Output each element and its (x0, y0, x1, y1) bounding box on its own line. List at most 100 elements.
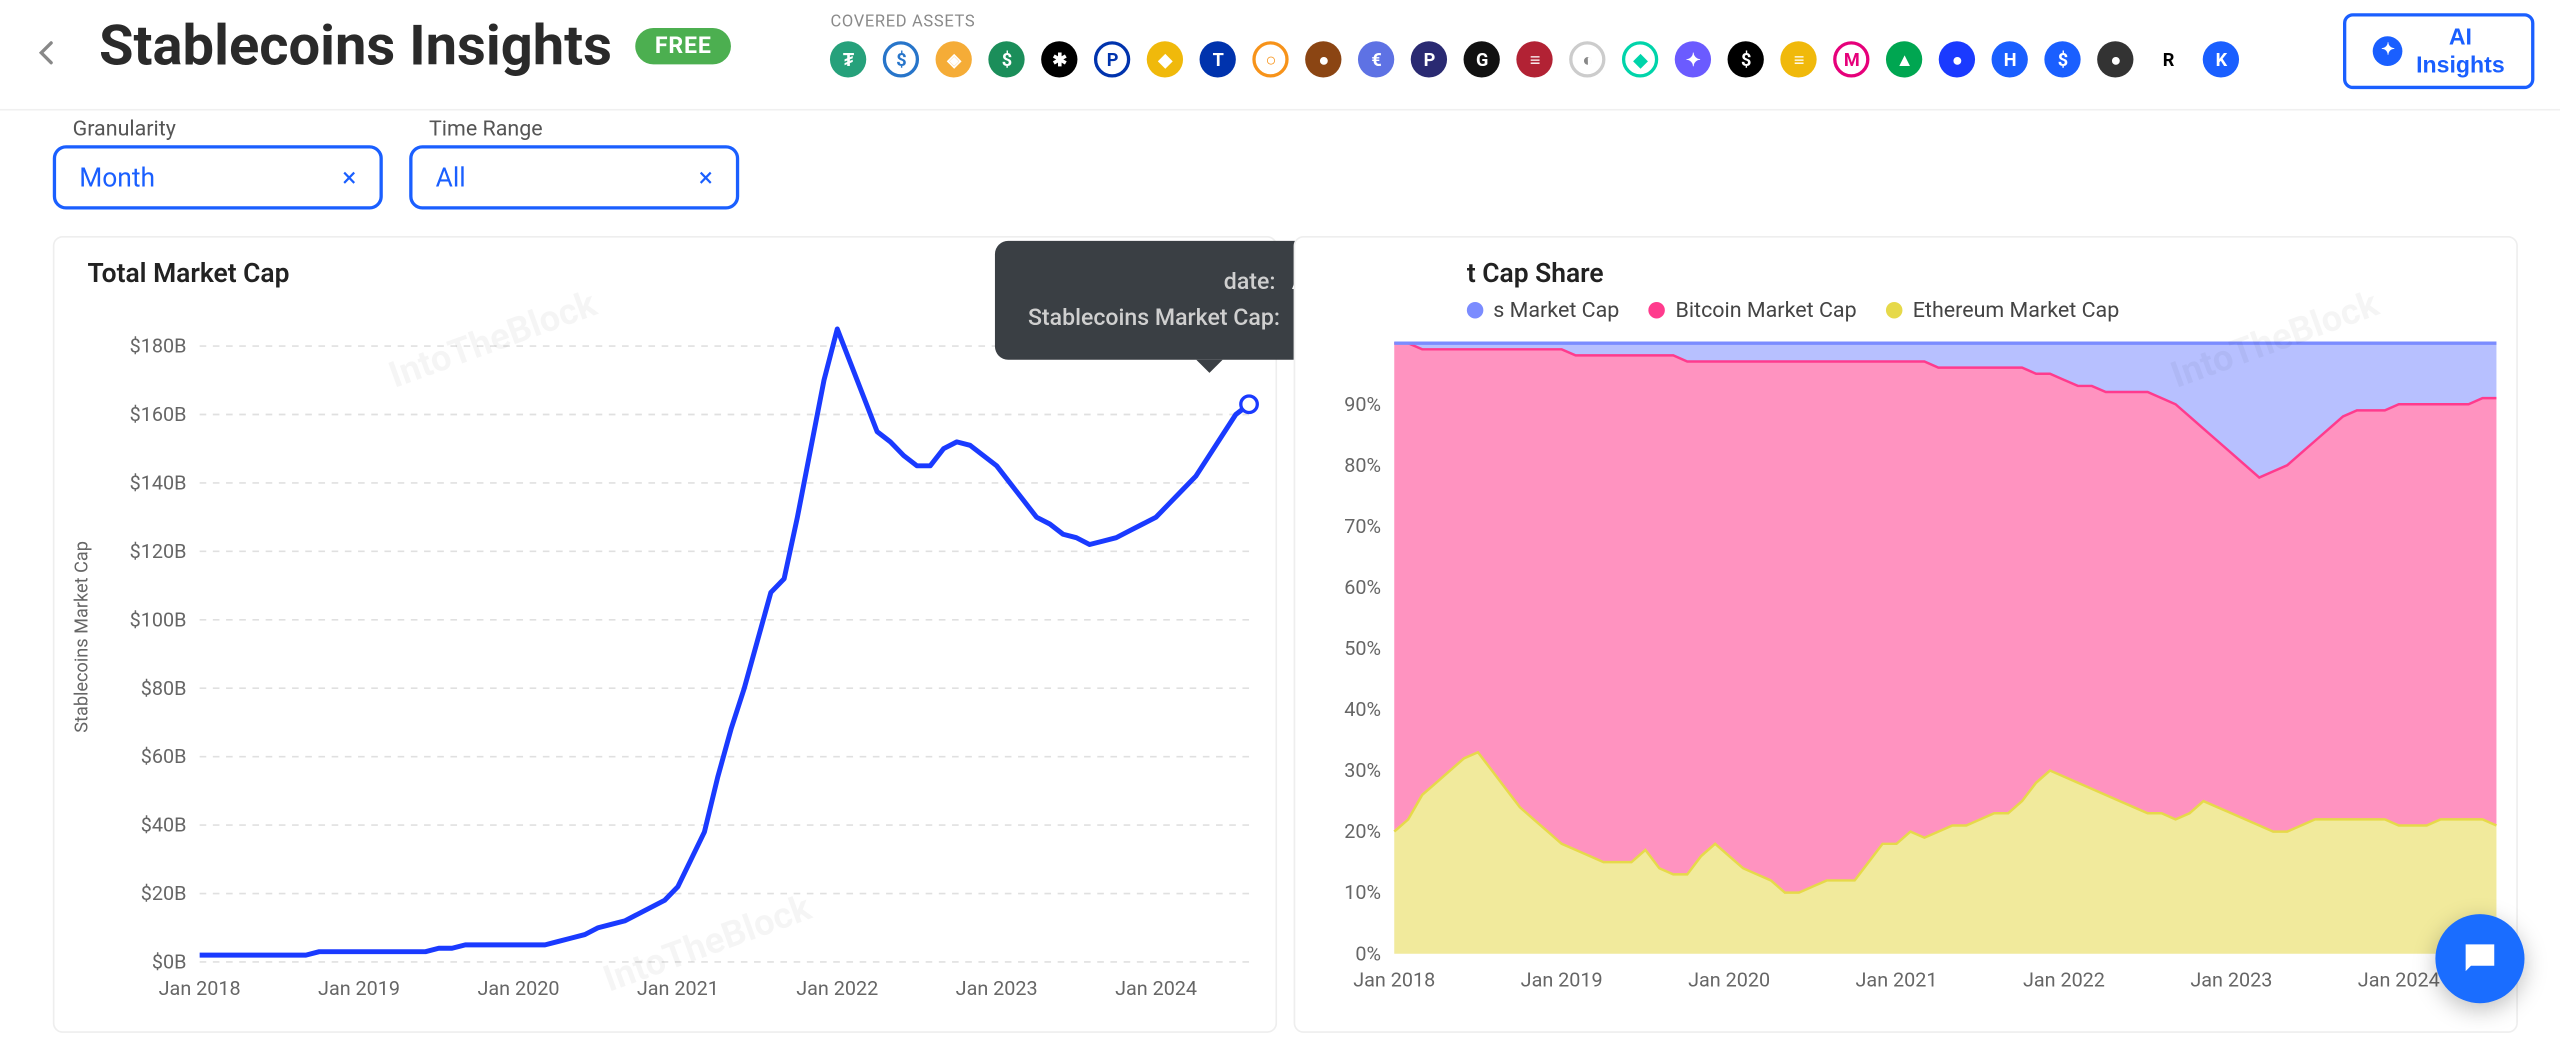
asset-icon[interactable]: ● (1306, 41, 1342, 77)
covered-assets: COVERED ASSETS ₮$◈$✱P◆T○●€PG≡◐◆✦$≡M▲●H$●… (830, 13, 2310, 77)
svg-text:20%: 20% (1344, 820, 1381, 843)
asset-icon[interactable]: R (2150, 41, 2186, 77)
svg-text:Jan 2023: Jan 2023 (2190, 968, 2272, 991)
asset-icon[interactable]: € (1358, 41, 1394, 77)
asset-icon[interactable]: K (2203, 41, 2239, 77)
svg-text:$40B: $40B (141, 813, 187, 836)
asset-icon[interactable]: ≡ (1517, 41, 1553, 77)
svg-text:40%: 40% (1344, 697, 1381, 720)
ai-button-line1: AI (2449, 23, 2472, 51)
asset-icon[interactable]: ◆ (1147, 41, 1183, 77)
timerange-value: All (436, 161, 466, 192)
chart-legend: s Market Cap Bitcoin Market Cap Ethereum M… (1467, 298, 2510, 323)
svg-text:30%: 30% (1344, 758, 1381, 781)
legend-dot (1649, 302, 1666, 319)
svg-text:Jan 2018: Jan 2018 (1353, 968, 1435, 991)
asset-icon[interactable]: ≡ (1781, 41, 1817, 77)
asset-icon[interactable]: $ (883, 41, 919, 77)
asset-icon[interactable]: ● (1939, 41, 1975, 77)
legend-label: Bitcoin Market Cap (1675, 298, 1856, 323)
legend-dot (1467, 302, 1484, 319)
ai-icon: ✦ (2373, 36, 2403, 66)
timerange-label: Time Range (429, 116, 739, 141)
legend-item[interactable]: Bitcoin Market Cap (1649, 298, 1857, 323)
filter-row: Granularity Month × Time Range All × (0, 110, 2560, 235)
legend-dot (1886, 302, 1903, 319)
asset-icon[interactable]: ◆ (1622, 41, 1658, 77)
granularity-value: Month (79, 161, 155, 192)
tooltip-date-label: date: (1028, 263, 1276, 300)
svg-text:Jan 2018: Jan 2018 (159, 976, 241, 999)
back-button[interactable] (26, 33, 66, 73)
svg-text:70%: 70% (1344, 514, 1381, 537)
legend-label: s Market Cap (1493, 298, 1619, 323)
asset-icon-row: ₮$◈$✱P◆T○●€PG≡◐◆✦$≡M▲●H$●RK (830, 41, 2310, 77)
asset-icon[interactable]: H (1992, 41, 2028, 77)
asset-icon[interactable]: $ (1728, 41, 1764, 77)
asset-icon[interactable]: M (1834, 41, 1870, 77)
svg-text:Jan 2022: Jan 2022 (796, 976, 878, 999)
page-title: Stablecoins Insights (99, 13, 612, 79)
granularity-filter: Granularity Month × (53, 116, 383, 208)
granularity-clear-icon[interactable]: × (342, 161, 356, 192)
asset-icon[interactable]: ● (2098, 41, 2134, 77)
svg-text:Jan 2020: Jan 2020 (477, 976, 559, 999)
asset-icon[interactable]: $ (989, 41, 1025, 77)
granularity-select[interactable]: Month × (53, 145, 383, 209)
svg-text:$140B: $140B (130, 471, 187, 494)
asset-icon[interactable]: ◈ (936, 41, 972, 77)
asset-icon[interactable]: ▲ (1886, 41, 1922, 77)
asset-icon[interactable]: P (1094, 41, 1130, 77)
asset-icon[interactable]: ○ (1253, 41, 1289, 77)
legend-item[interactable]: Ethereum Market Cap (1886, 298, 2119, 323)
covered-assets-label: COVERED ASSETS (830, 13, 2310, 31)
svg-text:$100B: $100B (130, 608, 187, 631)
timerange-filter: Time Range All × (409, 116, 739, 208)
chat-button[interactable] (2435, 914, 2524, 1003)
asset-icon[interactable]: $ (2045, 41, 2081, 77)
asset-icon[interactable]: T (1200, 41, 1236, 77)
svg-text:Jan 2024: Jan 2024 (2358, 968, 2440, 991)
granularity-label: Granularity (73, 116, 383, 141)
tooltip-cap-label: Stablecoins Market Cap: (1028, 300, 1280, 337)
svg-text:Jan 2019: Jan 2019 (1521, 968, 1603, 991)
svg-text:Jan 2023: Jan 2023 (956, 976, 1038, 999)
ai-insights-button[interactable]: ✦ AI Insights (2344, 13, 2535, 88)
chevron-left-icon (38, 40, 55, 66)
asset-icon[interactable]: ₮ (830, 41, 866, 77)
svg-text:Jan 2024: Jan 2024 (1115, 976, 1197, 999)
asset-icon[interactable]: P (1411, 41, 1447, 77)
svg-text:Stablecoins Market Cap: Stablecoins Market Cap (71, 540, 92, 732)
svg-text:50%: 50% (1344, 636, 1381, 659)
asset-icon[interactable]: ✱ (1042, 41, 1078, 77)
svg-text:Jan 2022: Jan 2022 (2023, 968, 2105, 991)
asset-icon[interactable]: G (1464, 41, 1500, 77)
svg-text:Jan 2019: Jan 2019 (318, 976, 400, 999)
svg-text:$120B: $120B (130, 539, 187, 562)
svg-text:Jan 2020: Jan 2020 (1688, 968, 1770, 991)
charts-container: IntoTheBlock IntoTheBlock Total Market C… (0, 235, 2560, 1032)
svg-text:$80B: $80B (141, 676, 187, 699)
market-cap-share-chart[interactable]: IntoTheBlock t Cap Share s Market CapBit… (1294, 235, 2518, 1032)
svg-text:$60B: $60B (141, 745, 187, 768)
legend-label: Ethereum Market Cap (1913, 298, 2120, 323)
svg-text:$20B: $20B (141, 881, 187, 904)
svg-text:$180B: $180B (130, 334, 187, 357)
svg-text:60%: 60% (1344, 575, 1381, 598)
asset-icon[interactable]: ✦ (1675, 41, 1711, 77)
ai-button-line2: Insights (2416, 51, 2505, 79)
legend-item[interactable]: s Market Cap (1467, 298, 1620, 323)
asset-icon[interactable]: ◐ (1570, 41, 1606, 77)
svg-text:$0B: $0B (152, 950, 187, 973)
svg-text:Jan 2021: Jan 2021 (1856, 968, 1938, 991)
total-market-cap-chart[interactable]: IntoTheBlock IntoTheBlock Total Market C… (53, 235, 1277, 1032)
svg-text:10%: 10% (1344, 881, 1381, 904)
svg-text:0%: 0% (1355, 942, 1381, 965)
svg-text:Jan 2021: Jan 2021 (637, 976, 719, 999)
timerange-clear-icon[interactable]: × (699, 161, 713, 192)
timerange-select[interactable]: All × (409, 145, 739, 209)
svg-text:80%: 80% (1344, 453, 1381, 476)
line-chart-svg: $0B $20B $40B $60B $80B $100B $120B $140B $160B $… (61, 298, 1269, 1011)
svg-text:$160B: $160B (130, 402, 187, 425)
stacked-area-svg: 0%10%20%30%40%50%60%70%80%90%Jan 2018Jan… (1302, 336, 2510, 1003)
